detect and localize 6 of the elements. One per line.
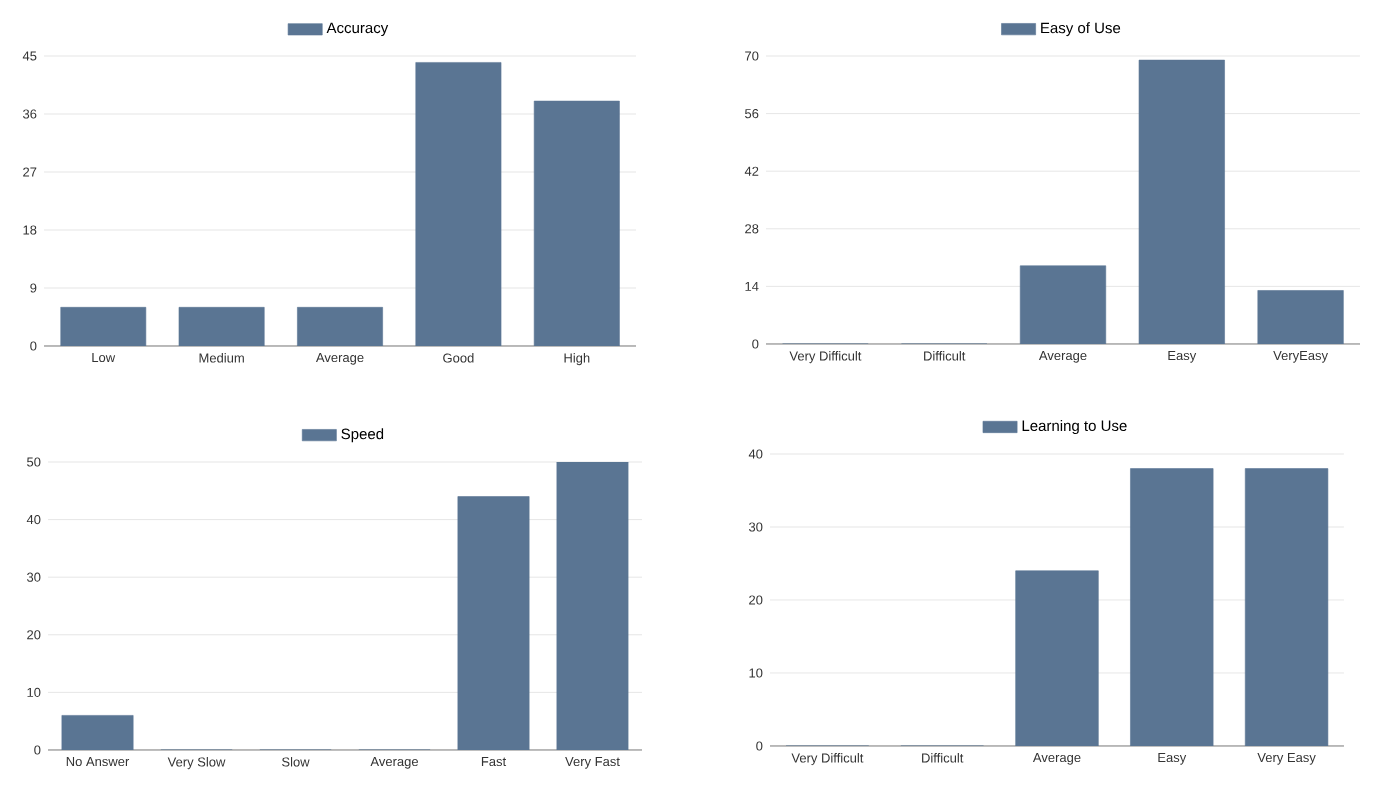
bar [1015,570,1099,746]
bar [1244,468,1329,746]
bar [1019,265,1107,344]
bar [1257,290,1344,344]
bar [1138,59,1225,344]
bar [1130,468,1214,746]
